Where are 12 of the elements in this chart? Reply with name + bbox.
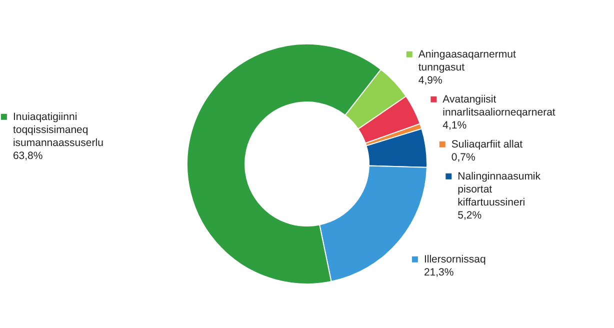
legend-label: Inuiaqatigiinni toqqissisimaneq isumannaassuserlu <box>12 110 104 149</box>
data-label: 21,3% <box>424 266 454 278</box>
legend-label: Avatangiisit innarlitsaaliorneqarnerat <box>442 93 556 118</box>
legend-label: Aningaasaqarnermut tunngasut <box>418 48 516 74</box>
legend-label: Suliaqarfiit allat <box>451 138 523 150</box>
data-label: 0,7% <box>451 151 476 164</box>
data-label: 5,2% <box>458 209 482 222</box>
data-label: 4,9% <box>418 74 442 86</box>
data-label: 63,8% <box>12 150 43 162</box>
legend-label: Illersornissaq <box>424 253 486 266</box>
legend-label: Nalinginnaasumik pisortat kiffartuussineri <box>458 170 542 208</box>
data-label: 4,1% <box>442 119 467 132</box>
